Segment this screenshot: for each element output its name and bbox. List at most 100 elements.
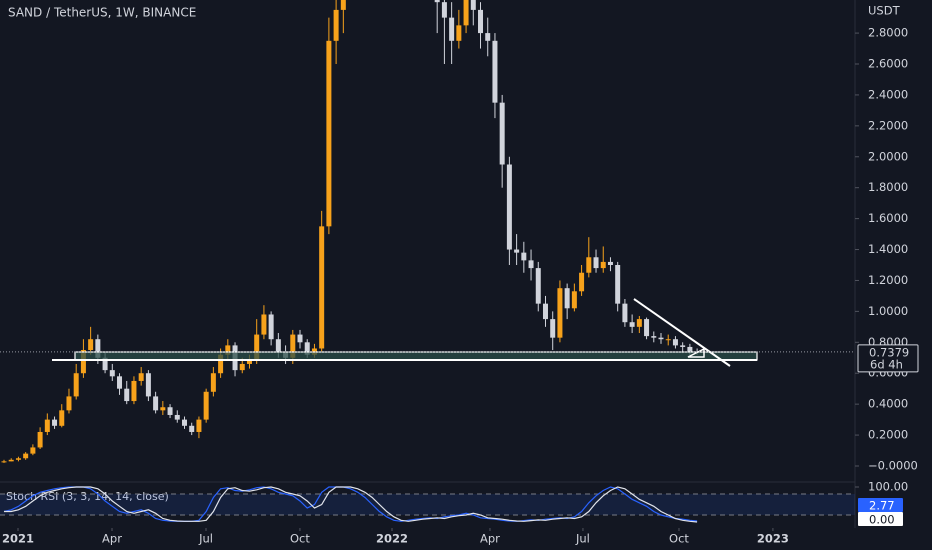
candle-body: [44, 419, 50, 432]
drawings: [52, 298, 758, 367]
candle-body: [528, 260, 534, 269]
candle-body: [268, 314, 274, 340]
plot-area: [1, 0, 700, 463]
candle-body: [658, 337, 664, 340]
y-tick-label: 0.2000: [868, 428, 908, 442]
candle-body: [470, 0, 476, 10]
candle-body: [23, 453, 29, 459]
y-tick-label: 2.8000: [868, 26, 908, 40]
candle-body: [340, 0, 346, 10]
candle-body: [59, 410, 65, 426]
candle-body: [52, 419, 58, 426]
candle-body: [514, 249, 520, 253]
candle-body: [463, 0, 469, 26]
y-tick-label: 1.0000: [868, 304, 908, 318]
candle-body: [665, 339, 671, 341]
candle-body: [117, 376, 123, 389]
candle-body: [506, 164, 512, 250]
candle-body: [109, 370, 115, 377]
candle-body: [485, 33, 491, 41]
x-tick-label: Apr: [480, 532, 500, 546]
y-tick-label: 2.2000: [868, 118, 908, 132]
indicator-value-box: [858, 512, 903, 526]
candle-body: [651, 336, 657, 338]
candle-body: [607, 261, 613, 266]
candle-body: [629, 322, 635, 327]
candle-body: [622, 303, 628, 323]
candle-body: [66, 396, 72, 411]
candle-body: [145, 373, 151, 397]
candle-body: [15, 458, 21, 460]
candle-body: [239, 363, 245, 371]
indicator-line: [4, 486, 698, 523]
candle-body: [319, 226, 325, 349]
candle-body: [181, 419, 187, 426]
trend-line: [633, 298, 731, 367]
candle-body: [73, 373, 79, 397]
candle-body: [275, 339, 281, 352]
candle-body: [441, 2, 447, 18]
candle-body: [88, 339, 94, 351]
indicator-value-label: 2.77: [869, 499, 895, 513]
candle-body: [138, 373, 144, 381]
candle-body: [434, 0, 440, 3]
candle-body: [333, 9, 339, 41]
candle-body: [521, 252, 527, 261]
y-tick-label: 2.0000: [868, 149, 908, 163]
indicator-tick-label: 100.00: [868, 480, 908, 494]
candle-body: [672, 339, 678, 346]
candle-body: [290, 334, 296, 358]
y-tick-label: −0.0000: [868, 458, 918, 472]
candle-body: [600, 261, 606, 269]
candle-body: [37, 431, 43, 448]
x-tick-label: Jul: [575, 532, 590, 546]
candle-body: [174, 414, 180, 420]
candle-body: [254, 334, 260, 361]
last-price-box: [857, 344, 919, 373]
candle-body: [1, 461, 7, 463]
candle-body: [542, 303, 548, 320]
candle-body: [644, 319, 650, 337]
candle-body: [687, 346, 693, 352]
y-tick-label: 2.4000: [868, 87, 908, 101]
candle-body: [225, 345, 231, 355]
countdown-label: 6d 4h: [870, 357, 903, 371]
candle-body: [304, 342, 310, 355]
candle-body: [8, 459, 14, 462]
candle-body: [102, 357, 108, 371]
candle-body: [492, 40, 498, 103]
candle-body: [550, 319, 556, 338]
candle-body: [571, 291, 577, 309]
y-axis-label: USDT: [868, 4, 901, 18]
candle-body: [203, 391, 209, 420]
candle-body: [586, 257, 592, 273]
candle-body: [153, 396, 159, 411]
candle-body: [615, 265, 621, 304]
y-tick-label: 1.4000: [868, 242, 908, 256]
candle-body: [160, 407, 166, 411]
x-tick-label: Apr: [102, 532, 122, 546]
y-tick-label: 1.2000: [868, 273, 908, 287]
x-tick-label: Oct: [669, 532, 689, 546]
candle-body: [499, 102, 505, 165]
candle-body: [535, 268, 541, 304]
candle-body: [80, 350, 86, 374]
candle-body: [261, 314, 267, 335]
candle-body: [680, 345, 686, 347]
candle-body: [326, 40, 332, 227]
y-tick-label: 0.4000: [868, 397, 908, 411]
candle-body: [456, 25, 462, 41]
chart-title: SAND / TetherUS, 1W, BINANCE: [8, 6, 196, 20]
candle-body: [297, 334, 303, 343]
candle-body: [557, 288, 563, 338]
candle-body: [579, 272, 585, 292]
support-zone: [74, 351, 758, 361]
candle-body: [593, 257, 599, 269]
y-tick-label: 2.6000: [868, 57, 908, 71]
candle-body: [167, 407, 173, 415]
triangle-drawing: [687, 347, 705, 358]
candle-body: [218, 354, 224, 374]
last-price-label: 0.7379: [869, 345, 909, 359]
indicator-line: [3, 486, 698, 522]
